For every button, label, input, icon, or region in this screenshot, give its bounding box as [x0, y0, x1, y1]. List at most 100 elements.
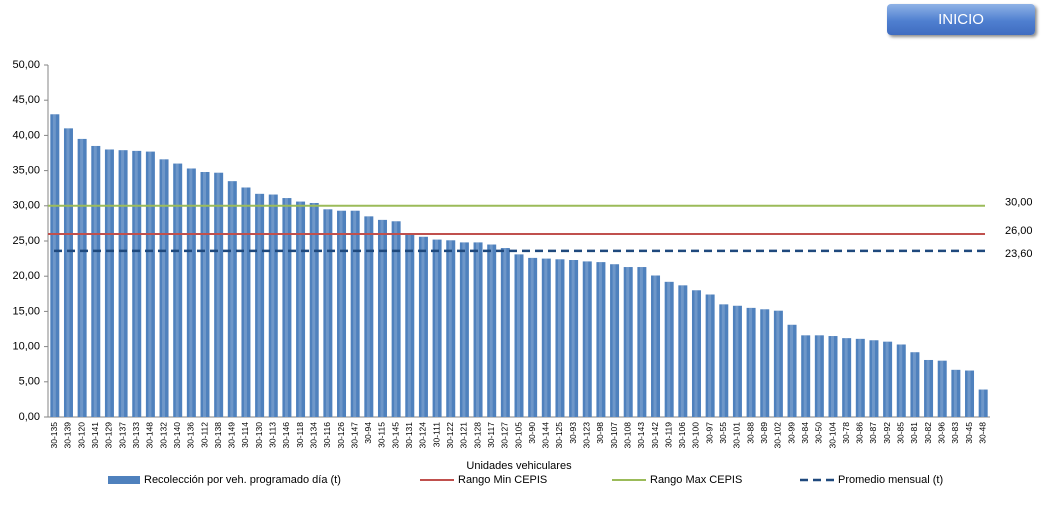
bar	[50, 114, 60, 417]
bar-shine	[885, 341, 889, 417]
bar-shine	[735, 305, 739, 417]
x-tick-label: 30-84	[800, 422, 810, 444]
bar	[787, 324, 797, 417]
bar	[746, 307, 756, 417]
bar	[610, 264, 620, 417]
bar	[691, 290, 701, 417]
bar-shine	[749, 307, 753, 417]
x-tick-label: 30-133	[131, 422, 141, 449]
x-tick-label: 30-113	[268, 422, 278, 448]
x-tick-label: 30-129	[104, 422, 114, 449]
x-tick-label: 30-87	[868, 422, 878, 444]
bar	[296, 201, 306, 417]
reference-label: 26,00	[1005, 225, 1033, 237]
y-tick-label: 10,00	[12, 341, 40, 353]
x-tick-label: 30-131	[404, 422, 414, 449]
bar	[104, 149, 114, 418]
bar-shine	[407, 233, 411, 417]
x-tick-label: 30-126	[336, 422, 346, 449]
bar-shine	[940, 360, 944, 417]
x-tick-label: 30-83	[950, 422, 960, 444]
bar-shine	[203, 172, 206, 417]
x-tick-label: 30-116	[322, 422, 332, 448]
x-tick-label: 30-90	[527, 422, 537, 444]
bar-shine	[667, 281, 671, 417]
x-tick-label: 30-50	[814, 422, 824, 444]
bar	[842, 338, 852, 417]
x-tick-label: 30-134	[308, 422, 318, 449]
x-tick-label: 30-147	[349, 422, 359, 449]
inicio-button[interactable]: INICIO	[887, 4, 1035, 35]
bar	[937, 360, 947, 417]
bar-shine	[694, 290, 698, 417]
bar	[596, 262, 606, 417]
x-tick-label: 30-86	[855, 422, 865, 444]
bar	[896, 344, 906, 417]
reference-label: 30,00	[1005, 197, 1033, 209]
bar-shine	[803, 335, 807, 417]
bar-shine	[52, 114, 56, 417]
x-tick-label: 30-98	[595, 422, 605, 444]
bar	[337, 210, 347, 417]
x-tick-label: 30-108	[622, 422, 632, 449]
x-tick-label: 30-121	[459, 422, 469, 449]
bar	[623, 267, 633, 417]
bar	[978, 389, 988, 417]
bar	[268, 194, 278, 417]
bar-shine	[967, 370, 971, 417]
bar	[282, 198, 292, 417]
bar	[760, 309, 770, 417]
bar-shine	[871, 340, 875, 417]
x-tick-label: 30-144	[541, 422, 551, 449]
bar	[664, 281, 674, 417]
bar-shine	[175, 163, 179, 417]
bar-shine	[639, 267, 643, 417]
bar-shine	[148, 151, 152, 418]
x-tick-label: 30-141	[90, 422, 100, 449]
bar	[569, 260, 579, 417]
x-tick-label: 30-45	[964, 422, 974, 444]
bar-shine	[93, 145, 97, 417]
bar	[159, 159, 169, 417]
bar-shine	[530, 257, 534, 417]
x-tick-label: 30-138	[213, 422, 223, 449]
x-tick-label: 30-55	[718, 422, 728, 444]
x-tick-label: 30-112	[199, 422, 209, 448]
x-axis-label: Unidades vehiculares	[466, 460, 572, 472]
bar-shine	[721, 304, 725, 417]
bar-shine	[926, 359, 930, 417]
bar-shine	[298, 201, 302, 417]
bar-shine	[598, 262, 602, 417]
bar-shine	[981, 389, 985, 417]
bar-shine	[339, 210, 343, 417]
x-tick-label: 30-127	[500, 422, 510, 449]
bar-shine	[708, 294, 712, 417]
bar-shine	[912, 352, 916, 417]
x-tick-label: 30-89	[759, 422, 769, 444]
bar-shine	[503, 248, 507, 417]
bar	[227, 181, 237, 417]
bar-shine	[831, 336, 834, 417]
legend-label: Rango Max CEPIS	[650, 474, 742, 486]
x-tick-label: 30-115	[377, 422, 387, 448]
bar-shine	[189, 168, 193, 417]
x-tick-label: 30-101	[732, 422, 742, 449]
bar-shine	[380, 219, 384, 417]
legend-label: Promedio mensual (t)	[838, 474, 943, 486]
x-tick-label: 30-94	[363, 422, 373, 444]
bar-shine	[844, 338, 848, 417]
bar-shine	[585, 261, 589, 417]
bar-shine	[476, 242, 480, 417]
bar	[924, 359, 934, 417]
x-tick-label: 30-82	[923, 422, 933, 444]
bar-shine	[325, 209, 329, 417]
x-tick-label: 30-132	[158, 422, 168, 449]
x-tick-label: 30-118	[295, 422, 305, 448]
x-tick-label: 30-148	[145, 422, 155, 449]
bar-shine	[612, 264, 616, 417]
x-tick-label: 30-97	[704, 422, 714, 444]
bar-shine	[162, 159, 166, 417]
x-tick-label: 30-140	[172, 422, 182, 449]
bar-shine	[858, 338, 862, 417]
x-tick-label: 30-48	[977, 422, 987, 444]
